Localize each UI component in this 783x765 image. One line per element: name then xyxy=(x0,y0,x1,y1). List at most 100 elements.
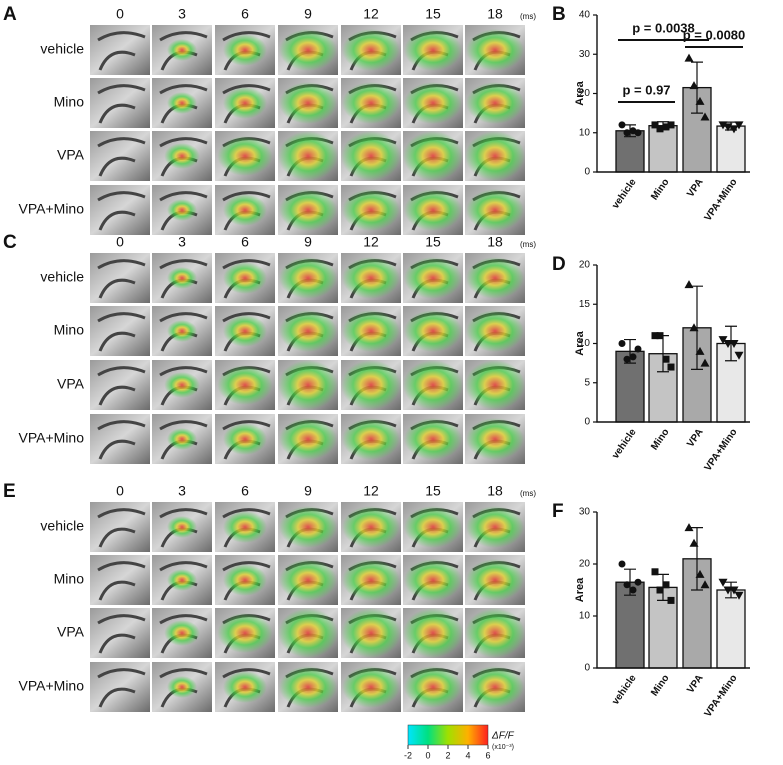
data-point xyxy=(623,581,631,589)
brain-structure xyxy=(97,137,146,177)
activity-overlay xyxy=(278,608,338,658)
time-label: 12 xyxy=(363,234,379,250)
time-label: 6 xyxy=(241,6,249,22)
brain-structure xyxy=(97,614,146,654)
row-label: VPA xyxy=(57,147,85,163)
colorbar-unit: (x10⁻³) xyxy=(492,744,514,751)
data-point xyxy=(700,580,710,589)
activity-overlay xyxy=(164,372,200,398)
brain-structure xyxy=(97,312,146,352)
activity-overlay xyxy=(167,569,197,591)
data-point xyxy=(718,578,728,587)
activity-overlay xyxy=(466,559,524,601)
activity-overlay xyxy=(279,82,337,124)
bar xyxy=(615,581,645,669)
data-point xyxy=(618,560,626,568)
time-label: 6 xyxy=(241,234,249,250)
activity-overlay xyxy=(403,608,463,658)
time-unit: (ms) xyxy=(520,240,536,249)
activity-overlay xyxy=(167,92,197,114)
x-tick-label: Mino xyxy=(649,673,671,698)
row-label: vehicle xyxy=(40,41,84,57)
colorbar-tick-label: -2 xyxy=(404,750,412,760)
activity-overlay xyxy=(167,199,197,221)
activity-overlay xyxy=(466,506,524,548)
time-label: 15 xyxy=(425,6,441,22)
y-axis-label: Area xyxy=(574,330,586,355)
activity-overlay xyxy=(466,82,524,124)
colorbar-tick-label: 2 xyxy=(445,750,450,760)
activity-overlay xyxy=(167,267,197,289)
y-tick-label: 20 xyxy=(579,260,591,271)
panel-letter: B xyxy=(552,4,566,25)
activity-overlay xyxy=(164,143,200,169)
activity-overlay xyxy=(279,29,337,71)
activity-overlay xyxy=(279,310,337,352)
panel-letter: C xyxy=(3,232,17,253)
data-point xyxy=(734,121,744,130)
bar xyxy=(716,589,746,669)
colorbar-tick-label: 6 xyxy=(485,750,490,760)
data-point xyxy=(656,125,664,133)
p-value: p = 0.97 xyxy=(622,82,670,97)
data-point xyxy=(684,53,694,62)
activity-overlay xyxy=(465,608,525,658)
data-point xyxy=(651,332,659,340)
data-point xyxy=(667,121,675,129)
activity-overlay xyxy=(279,506,337,548)
activity-overlay xyxy=(217,613,273,653)
activity-overlay xyxy=(404,418,462,460)
axes xyxy=(596,265,750,423)
data-point xyxy=(656,586,664,594)
brain-structure xyxy=(97,84,146,124)
x-tick-label: VPA xyxy=(685,177,705,200)
x-tick-label: VPA+Mino xyxy=(703,177,740,223)
time-label: 0 xyxy=(116,234,124,250)
y-tick-label: 10 xyxy=(579,611,591,622)
brain-structure xyxy=(97,191,146,231)
data-point xyxy=(623,129,631,137)
activity-overlay xyxy=(342,559,400,601)
time-unit: (ms) xyxy=(520,12,536,21)
bar xyxy=(716,125,746,173)
time-label: 12 xyxy=(363,6,379,22)
activity-overlay xyxy=(466,29,524,71)
activity-overlay xyxy=(164,620,200,646)
activity-overlay xyxy=(341,131,401,181)
data-point xyxy=(651,121,659,129)
activity-overlay xyxy=(167,676,197,698)
time-label: 9 xyxy=(304,234,312,250)
activity-overlay xyxy=(465,360,525,410)
panel-letter: E xyxy=(3,481,16,502)
time-label: 9 xyxy=(304,483,312,499)
data-point xyxy=(718,336,728,345)
activity-overlay xyxy=(404,559,462,601)
activity-overlay xyxy=(342,29,400,71)
data-point xyxy=(684,523,694,532)
brain-structure xyxy=(97,259,146,299)
p-value: p = 0.0080 xyxy=(683,27,746,42)
x-tick-label: vehicle xyxy=(610,177,639,211)
activity-overlay xyxy=(279,257,337,299)
activity-overlay xyxy=(403,360,463,410)
data-point xyxy=(700,358,710,367)
activity-overlay xyxy=(404,189,462,231)
data-point xyxy=(689,538,699,547)
activity-overlay xyxy=(466,418,524,460)
error-bar xyxy=(725,325,737,362)
time-label: 18 xyxy=(487,6,503,22)
activity-overlay xyxy=(223,315,267,347)
activity-overlay xyxy=(466,189,524,231)
data-point xyxy=(634,129,642,137)
activity-overlay xyxy=(342,506,400,548)
y-axis-label: Area xyxy=(574,80,586,105)
data-point xyxy=(695,96,705,105)
activity-overlay xyxy=(223,194,267,226)
colorbar-label: ΔF/F xyxy=(491,731,515,742)
data-point xyxy=(629,353,637,361)
data-point xyxy=(656,332,664,340)
axes xyxy=(596,15,750,173)
y-tick-label: 0 xyxy=(584,167,590,178)
time-label: 0 xyxy=(116,483,124,499)
